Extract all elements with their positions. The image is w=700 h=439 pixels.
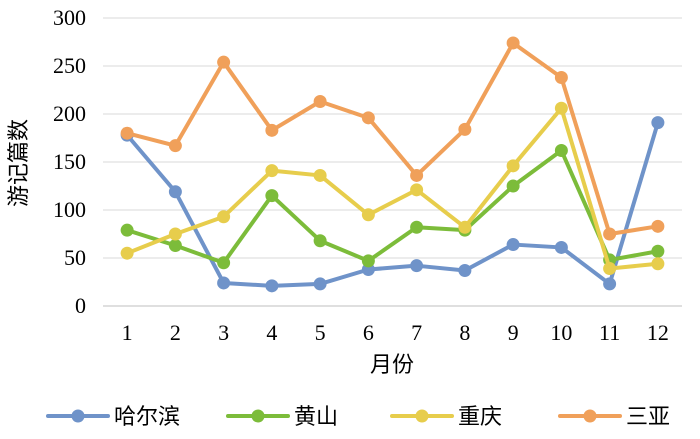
x-tick-label: 1: [122, 320, 133, 345]
data-point: [554, 143, 568, 157]
data-point: [651, 116, 665, 130]
legend-marker: [415, 409, 429, 423]
series-layer: [120, 36, 665, 293]
data-point: [651, 219, 665, 233]
data-point: [361, 254, 375, 268]
data-point: [651, 244, 665, 258]
data-point: [265, 123, 279, 137]
data-point: [168, 185, 182, 199]
legend-marker: [71, 409, 85, 423]
legend-label: 重庆: [458, 405, 502, 430]
data-point: [217, 256, 231, 270]
legend-label: 黄山: [294, 405, 338, 430]
y-axis-title: 游记篇数: [7, 119, 32, 207]
data-point: [458, 220, 472, 234]
data-point: [217, 276, 231, 290]
data-point: [217, 210, 231, 224]
data-point: [265, 189, 279, 203]
data-point: [217, 55, 231, 69]
data-point: [554, 240, 568, 254]
data-point: [410, 168, 424, 182]
y-tick-label: 0: [75, 293, 86, 318]
y-tick-label: 250: [53, 53, 86, 78]
series-line: [125, 148, 660, 265]
data-point: [265, 164, 279, 178]
data-point: [458, 263, 472, 277]
data-point: [506, 238, 520, 252]
data-point: [361, 208, 375, 222]
x-tick-label: 5: [315, 320, 326, 345]
data-point: [651, 257, 665, 271]
x-tick-label: 9: [508, 320, 519, 345]
series-line: [125, 106, 660, 271]
data-point: [120, 246, 134, 260]
data-point: [506, 36, 520, 50]
x-tick-label: 10: [550, 320, 572, 345]
data-point: [410, 259, 424, 273]
legend-marker: [583, 409, 597, 423]
data-point: [603, 227, 617, 241]
gridlines: [103, 17, 682, 307]
x-tick-label: 8: [459, 320, 470, 345]
data-point: [120, 223, 134, 237]
x-tick-label: 2: [170, 320, 181, 345]
x-tick-label: 12: [647, 320, 669, 345]
x-tick-label: 11: [599, 320, 620, 345]
x-axis-ticks: 1 2 3 4 5 6 7 8 9 10 11 12: [122, 320, 669, 345]
data-point: [120, 126, 134, 140]
data-point: [458, 122, 472, 136]
data-point: [361, 111, 375, 125]
legend-label: 三亚: [626, 405, 670, 430]
data-point: [410, 183, 424, 197]
y-tick-label: 150: [53, 149, 86, 174]
data-point: [506, 159, 520, 173]
data-point: [313, 168, 327, 182]
y-axis-ticks: 0 50 100 150 200 250 300: [53, 5, 86, 318]
data-point: [506, 179, 520, 193]
legend: 哈尔滨 黄山 重庆 三亚: [46, 405, 670, 430]
data-point: [265, 279, 279, 293]
data-point: [313, 277, 327, 291]
x-axis-title: 月份: [370, 353, 414, 378]
x-tick-label: 4: [266, 320, 277, 345]
data-point: [168, 227, 182, 241]
y-tick-label: 300: [53, 5, 86, 30]
y-tick-label: 200: [53, 101, 86, 126]
data-point: [168, 139, 182, 153]
series-line: [125, 120, 660, 288]
legend-label: 哈尔滨: [114, 405, 180, 430]
data-point: [313, 234, 327, 248]
y-tick-label: 50: [64, 245, 86, 270]
x-tick-label: 6: [363, 320, 374, 345]
series-line: [125, 40, 660, 236]
y-tick-label: 100: [53, 197, 86, 222]
data-point: [313, 95, 327, 109]
x-tick-label: 7: [411, 320, 422, 345]
data-point: [603, 277, 617, 291]
data-point: [554, 101, 568, 115]
data-point: [554, 71, 568, 85]
data-point: [603, 262, 617, 276]
data-point: [410, 220, 424, 234]
legend-marker: [251, 409, 265, 423]
x-tick-label: 3: [218, 320, 229, 345]
data-point: [168, 239, 182, 253]
